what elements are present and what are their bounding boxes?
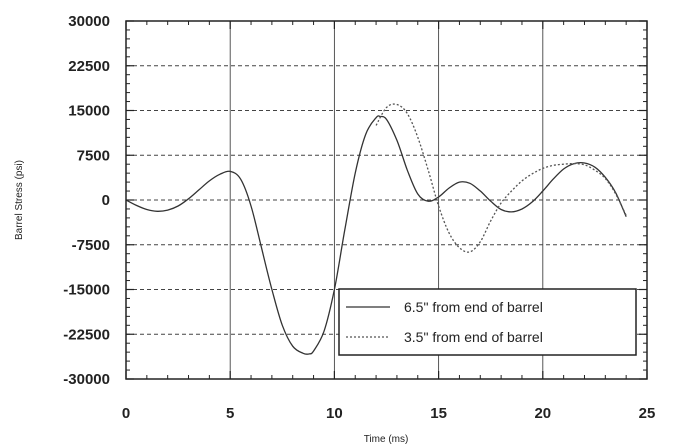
series-lines	[125, 103, 627, 355]
x-tick-label: 0	[122, 405, 130, 422]
y-tick-label: -15000	[63, 282, 110, 299]
plot-frame	[125, 20, 648, 380]
legend-label-2: 3.5" from end of barrel	[404, 329, 543, 345]
y-tick-label: -7500	[72, 237, 110, 254]
y-tick-label: 22500	[68, 58, 110, 75]
y-tick-label: -30000	[63, 371, 110, 388]
x-tick-label: 25	[639, 405, 656, 422]
y-axis-title: Barrel Stress (psi)	[14, 160, 25, 240]
legend-box	[338, 288, 637, 356]
legend-label-1: 6.5" from end of barrel	[404, 299, 543, 315]
x-tick-label: 10	[326, 405, 343, 422]
y-tick-label: -22500	[63, 326, 110, 343]
legend: 6.5" from end of barrel 3.5" from end of…	[338, 288, 637, 356]
y-tick-label: 30000	[68, 13, 110, 30]
series-line-3-5-inch	[375, 103, 627, 253]
tick-labels: 0 5 10 15 20 25 30000 22500 15000 7500 0 -7500 -1500…	[63, 13, 655, 422]
y-tick-label: 7500	[77, 147, 110, 164]
y-tick-label: 15000	[68, 103, 110, 120]
x-tick-label: 5	[226, 405, 234, 422]
x-tick-label: 20	[534, 405, 551, 422]
y-tick-label: 0	[102, 192, 110, 209]
series-line-6-5-inch	[125, 115, 627, 355]
x-tick-label: 15	[430, 405, 447, 422]
x-axis-title: Time (ms)	[364, 434, 409, 445]
